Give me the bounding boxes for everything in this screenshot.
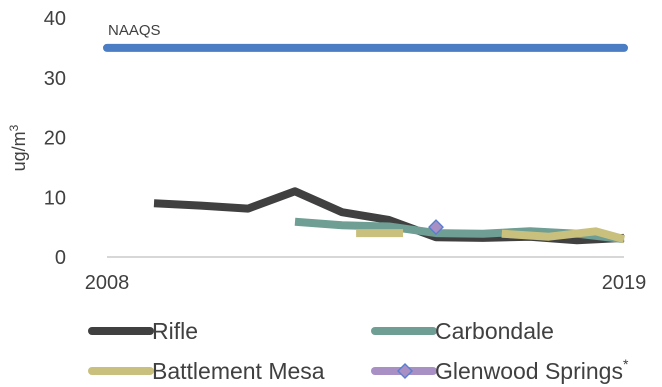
- y-tick-label: 20: [44, 128, 66, 150]
- legend-label-text: Rifle: [152, 318, 198, 344]
- naaqs-reference: NAAQS: [103, 22, 628, 52]
- series-marker-glenwood-springs: [428, 219, 444, 236]
- legend-swatch-marker: [397, 363, 413, 379]
- legend-label-superscript: *: [623, 356, 629, 372]
- series-layer: [153, 187, 626, 245]
- legend-item-battlement-mesa: Battlement Mesa: [88, 358, 325, 384]
- y-tick-label: 0: [55, 247, 66, 269]
- legend-label-text: Carbondale: [435, 318, 554, 344]
- y-axis-label-text: ug/m: [9, 131, 29, 171]
- legend-item-rifle: Rifle: [88, 318, 198, 344]
- y-axis-label: ug/m3: [7, 124, 29, 171]
- legend-label: Glenwood Springs*: [435, 356, 629, 384]
- x-tick-label: 2019: [602, 272, 647, 294]
- legend-item-carbondale: Carbondale: [371, 318, 554, 344]
- legend-label: Battlement Mesa: [152, 358, 325, 384]
- legend-label-text: Battlement Mesa: [152, 358, 325, 384]
- x-tick-label: 2008: [85, 272, 130, 294]
- legend-label: Rifle: [152, 318, 198, 344]
- naaqs-label: NAAQS: [108, 22, 161, 39]
- series-line-battlement-mesa: [356, 227, 626, 243]
- y-tick-label: 30: [44, 68, 66, 90]
- legend-item-glenwood-springs: Glenwood Springs*: [371, 356, 629, 384]
- y-tick-label: 40: [44, 8, 66, 30]
- legend: Rifle Carbondale Battlement Mesa Glenwood S…: [88, 318, 629, 384]
- y-axis-label-superscript: 3: [7, 124, 21, 131]
- legend-label-text: Glenwood Springs: [435, 358, 623, 384]
- y-tick-label: 10: [44, 187, 66, 209]
- axis-labels: 0 10 20 30 40 2008 2019 ug/m3: [7, 8, 646, 294]
- legend-label: Carbondale: [435, 318, 554, 344]
